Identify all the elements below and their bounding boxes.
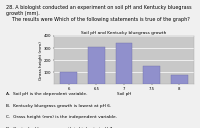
Y-axis label: Grass height (mm): Grass height (mm) bbox=[39, 41, 43, 80]
Title: Soil pH and Kentucky bluegrass growth: Soil pH and Kentucky bluegrass growth bbox=[81, 31, 167, 35]
Bar bbox=[88, 47, 105, 84]
Text: D.  Kentucky bluegrass growth is highest at pH 7.: D. Kentucky bluegrass growth is highest … bbox=[6, 127, 114, 128]
Bar bbox=[143, 66, 160, 84]
Text: A.  Soil pH is the dependent variable.: A. Soil pH is the dependent variable. bbox=[6, 92, 88, 96]
Bar bbox=[116, 43, 132, 84]
Text: C.  Grass height (mm) is the independent variable.: C. Grass height (mm) is the independent … bbox=[6, 115, 117, 119]
Bar bbox=[60, 72, 77, 84]
Bar bbox=[171, 75, 188, 84]
Text: 28. A biologist conducted an experiment on soil pH and Kentucky bluegrass growth: 28. A biologist conducted an experiment … bbox=[6, 5, 192, 22]
X-axis label: Soil pH: Soil pH bbox=[117, 92, 131, 96]
Text: B.  Kentucky bluegrass growth is lowest at pH 6.: B. Kentucky bluegrass growth is lowest a… bbox=[6, 104, 111, 108]
